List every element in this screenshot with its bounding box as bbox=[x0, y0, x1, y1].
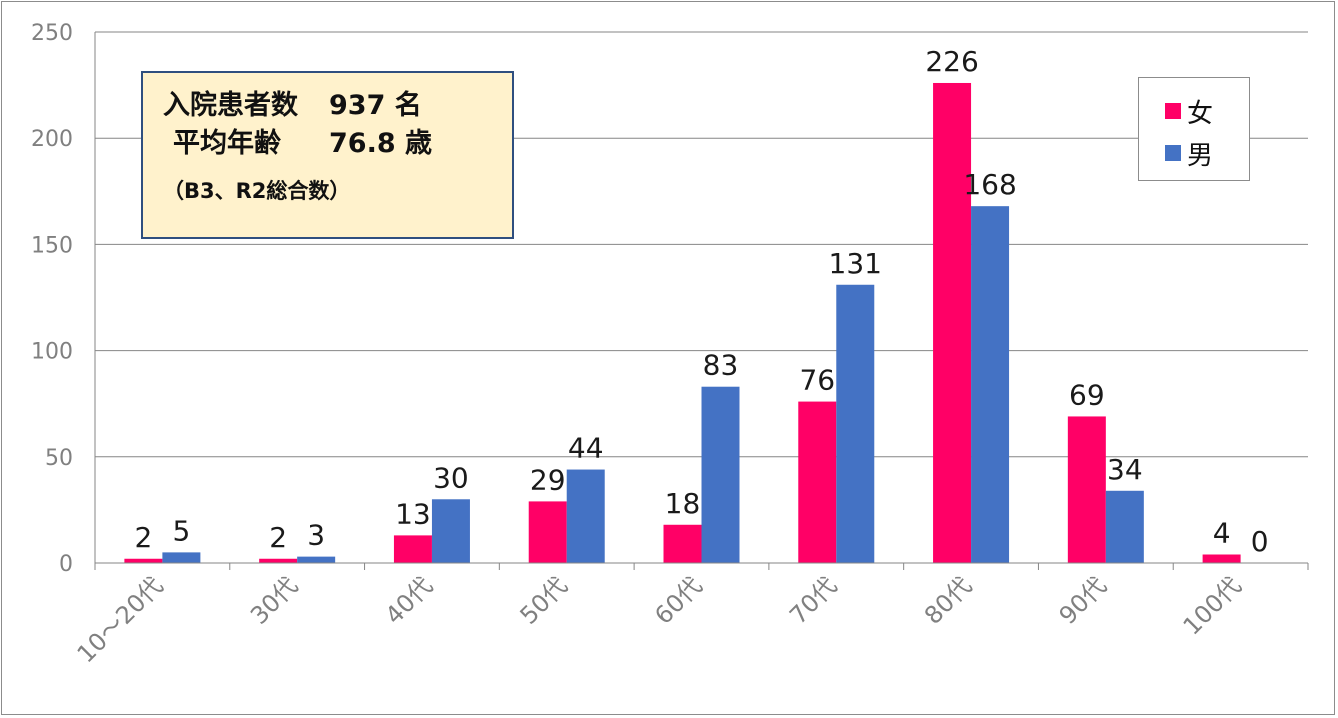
data-label-male: 5 bbox=[172, 514, 190, 547]
info-box: 入院患者数 937 名 平均年齢 76.8 歳 （B3、R2総合数） bbox=[141, 71, 514, 239]
data-label-female: 29 bbox=[530, 463, 566, 496]
data-label-male: 30 bbox=[433, 461, 469, 494]
x-tick-label: 70代 bbox=[784, 571, 842, 629]
data-label-male: 0 bbox=[1251, 525, 1269, 558]
legend-swatch-male bbox=[1165, 145, 1181, 161]
x-tick-label: 90代 bbox=[1054, 571, 1112, 629]
bar-female bbox=[124, 558, 163, 563]
bar-male bbox=[971, 206, 1010, 563]
legend-item-male: 男 bbox=[1139, 132, 1249, 174]
bar-female bbox=[393, 535, 432, 563]
data-label-female: 2 bbox=[134, 521, 152, 554]
bar-male bbox=[297, 556, 336, 563]
x-tick-label: 40代 bbox=[380, 571, 438, 629]
x-tick-label: 30代 bbox=[245, 571, 303, 629]
x-tick-label: 60代 bbox=[649, 571, 707, 629]
average-age-label: 平均年齢 bbox=[173, 128, 281, 159]
patient-count-value: 937 名 bbox=[329, 90, 422, 121]
data-label-male: 131 bbox=[829, 247, 882, 280]
y-tick-label: 50 bbox=[45, 446, 73, 471]
average-age-line: 平均年齢 76.8 歳 bbox=[163, 125, 512, 163]
bar-male bbox=[836, 284, 875, 563]
bar-female bbox=[798, 401, 837, 563]
data-label-male: 168 bbox=[963, 168, 1016, 201]
y-tick-label: 250 bbox=[31, 21, 73, 46]
info-note: （B3、R2総合数） bbox=[163, 179, 351, 203]
bar-male bbox=[162, 552, 201, 563]
x-tick-label: 100代 bbox=[1178, 571, 1247, 640]
bar-male bbox=[431, 499, 470, 563]
y-tick-label: 100 bbox=[31, 340, 73, 365]
data-label-female: 69 bbox=[1069, 378, 1105, 411]
patient-count-label: 入院患者数 bbox=[163, 90, 298, 121]
bar-female bbox=[528, 501, 567, 563]
x-tick-label: 80代 bbox=[919, 571, 977, 629]
legend: 女 男 bbox=[1138, 77, 1250, 181]
data-label-female: 2 bbox=[269, 521, 287, 554]
data-label-male: 3 bbox=[307, 519, 325, 552]
data-label-female: 4 bbox=[1213, 517, 1231, 550]
data-label-female: 76 bbox=[799, 364, 835, 397]
legend-swatch-female bbox=[1165, 103, 1181, 119]
x-tick-label: 50代 bbox=[515, 571, 573, 629]
bar-male bbox=[566, 469, 605, 563]
data-label-male: 83 bbox=[703, 349, 739, 382]
bar-male bbox=[701, 386, 740, 563]
bar-female bbox=[933, 82, 972, 563]
data-label-male: 44 bbox=[568, 432, 604, 465]
legend-label-female: 女 bbox=[1187, 98, 1214, 129]
data-label-female: 13 bbox=[395, 497, 431, 530]
y-tick-label: 150 bbox=[31, 233, 73, 258]
average-age-value: 76.8 歳 bbox=[329, 128, 433, 159]
bar-female bbox=[663, 524, 702, 563]
y-tick-label: 0 bbox=[59, 552, 73, 577]
bar-female bbox=[1067, 416, 1106, 563]
y-tick-label: 200 bbox=[31, 127, 73, 152]
bar-male bbox=[1105, 490, 1144, 563]
patient-count-line: 入院患者数 937 名 bbox=[163, 87, 512, 125]
data-label-male: 34 bbox=[1107, 453, 1143, 486]
x-tick-label: 10～20代 bbox=[72, 571, 169, 668]
bar-female bbox=[1202, 554, 1241, 563]
data-label-female: 226 bbox=[925, 45, 978, 78]
data-label-female: 18 bbox=[665, 487, 701, 520]
bars bbox=[124, 82, 1241, 563]
legend-item-female: 女 bbox=[1139, 90, 1249, 132]
legend-label-male: 男 bbox=[1187, 140, 1214, 171]
bar-female bbox=[259, 558, 298, 563]
